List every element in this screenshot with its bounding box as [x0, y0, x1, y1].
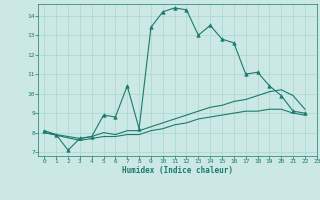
X-axis label: Humidex (Indice chaleur): Humidex (Indice chaleur)	[122, 166, 233, 175]
